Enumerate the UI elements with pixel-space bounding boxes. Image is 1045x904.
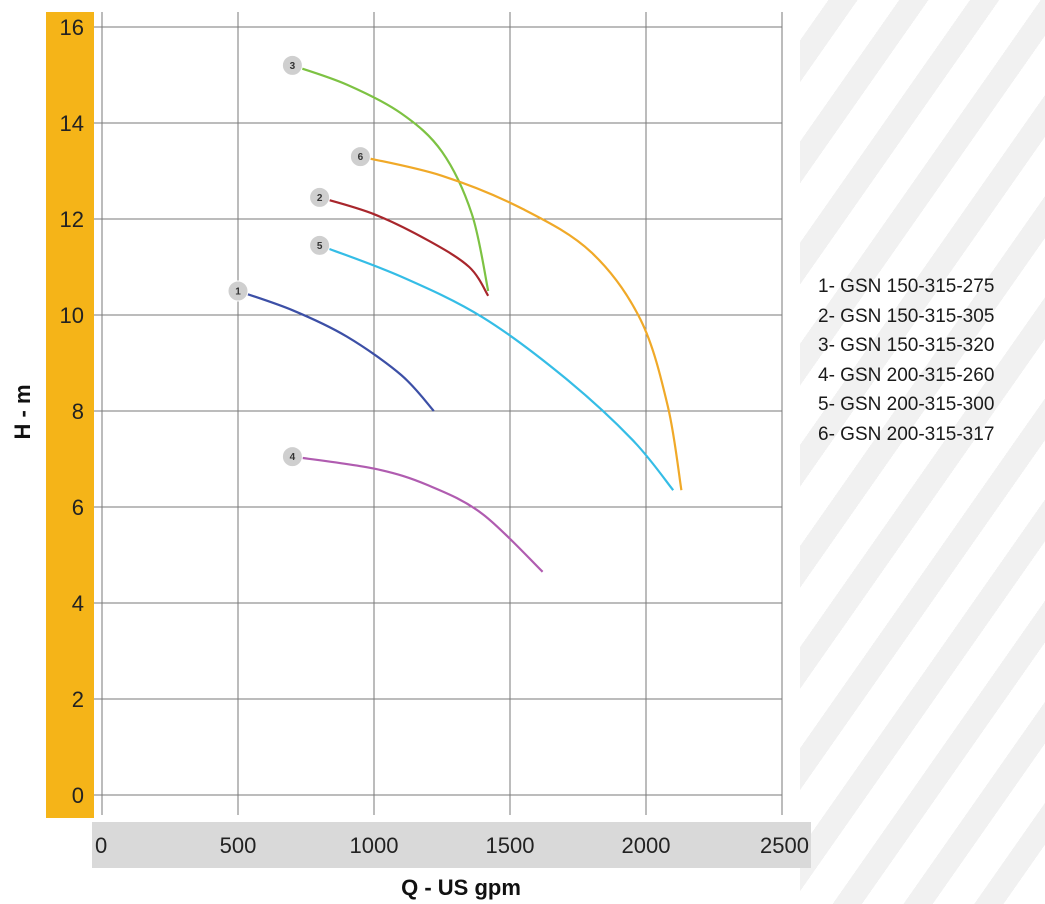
marker-label: 1 — [235, 287, 241, 298]
marker-label: 3 — [290, 61, 296, 72]
marker-circle — [349, 146, 371, 168]
legend-item: 1- GSN 150-315-275 — [818, 276, 995, 297]
y-axis-title: H - m — [10, 385, 35, 440]
series-line — [360, 155, 683, 491]
marker-circle — [309, 186, 331, 208]
series-marker: 4 — [281, 446, 303, 468]
series-line — [319, 196, 490, 297]
marker-label: 4 — [290, 452, 296, 463]
legend-item: 4- GSN 200-315-260 — [818, 364, 995, 386]
series-marker: 2 — [309, 186, 331, 208]
x-tick-label: 2500 — [760, 833, 809, 858]
marker-label: 5 — [317, 241, 323, 252]
legend-item: 5- GSN 200-315-300 — [818, 394, 995, 415]
y-tick-label: 2 — [72, 687, 84, 712]
y-tick-label: 16 — [60, 15, 84, 40]
legend-item: 6- GSN 200-315-317 — [818, 423, 995, 445]
y-tick-label: 6 — [72, 495, 84, 520]
y-tick-label: 10 — [60, 303, 84, 328]
legend: 1- GSN 150-315-275 2- GSN 150-315-305 3-… — [818, 272, 994, 449]
x-tick-label: 0 — [95, 833, 107, 858]
y-tick-label: 8 — [72, 399, 84, 424]
series-line — [292, 64, 490, 292]
x-tick-label: 500 — [220, 833, 257, 858]
y-tick-label: 14 — [60, 111, 84, 136]
marker-label: 6 — [358, 152, 364, 163]
marker-label: 2 — [317, 193, 323, 204]
x-tick-label: 1000 — [350, 833, 399, 858]
marker-circle — [227, 280, 249, 302]
x-tick-label: 1500 — [486, 833, 535, 858]
y-tick-label: 12 — [60, 207, 84, 232]
legend-item: 2- GSN 150-315-305 — [818, 305, 995, 327]
legend-item: 3- GSN 150-315-320 — [818, 335, 995, 356]
marker-circle — [309, 234, 331, 256]
series-line — [292, 455, 544, 573]
grid — [94, 12, 783, 815]
x-axis-band — [92, 822, 811, 868]
marker-circle — [281, 54, 303, 76]
series-marker: 6 — [349, 146, 371, 168]
series-marker: 5 — [309, 234, 331, 256]
chart-background — [0, 0, 800, 904]
x-axis-title: Q - US gpm — [401, 875, 521, 900]
series-marker: 1 — [227, 280, 249, 302]
series-line — [237, 289, 435, 412]
y-tick-label: 4 — [72, 591, 84, 616]
y-axis-band — [46, 12, 94, 818]
series-line — [319, 244, 675, 491]
x-tick-label: 2000 — [622, 833, 671, 858]
series-marker: 3 — [281, 54, 303, 76]
marker-circle — [281, 446, 303, 468]
y-tick-label: 0 — [72, 783, 84, 808]
